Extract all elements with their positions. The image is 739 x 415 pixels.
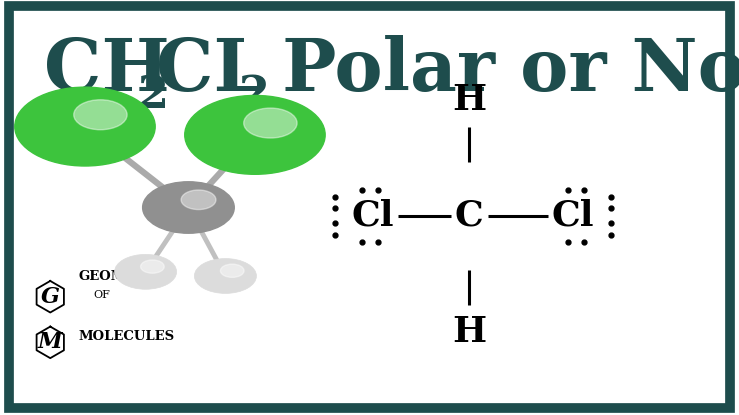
Text: OF: OF xyxy=(93,290,110,300)
Text: CL: CL xyxy=(156,35,265,106)
Text: Cl: Cl xyxy=(352,199,395,233)
Text: C: C xyxy=(455,199,483,233)
Text: Cl: Cl xyxy=(551,199,594,233)
Text: CH: CH xyxy=(44,35,170,106)
Text: G: G xyxy=(41,286,60,308)
Text: 2: 2 xyxy=(238,74,269,117)
Circle shape xyxy=(115,254,177,289)
Text: MOLECULES: MOLECULES xyxy=(78,330,174,343)
Text: 2: 2 xyxy=(137,74,168,117)
Circle shape xyxy=(143,182,234,233)
Text: H: H xyxy=(452,83,486,117)
Circle shape xyxy=(244,108,297,138)
Circle shape xyxy=(220,264,244,277)
Circle shape xyxy=(74,100,127,130)
Circle shape xyxy=(194,259,256,293)
Circle shape xyxy=(140,260,164,273)
Text: M: M xyxy=(38,331,63,354)
Text: Polar or Nonpolar: Polar or Nonpolar xyxy=(257,35,739,106)
Text: H: H xyxy=(452,315,486,349)
Circle shape xyxy=(15,87,155,166)
Circle shape xyxy=(181,190,216,210)
Circle shape xyxy=(185,95,325,174)
Text: GEOMETRY: GEOMETRY xyxy=(78,270,166,283)
